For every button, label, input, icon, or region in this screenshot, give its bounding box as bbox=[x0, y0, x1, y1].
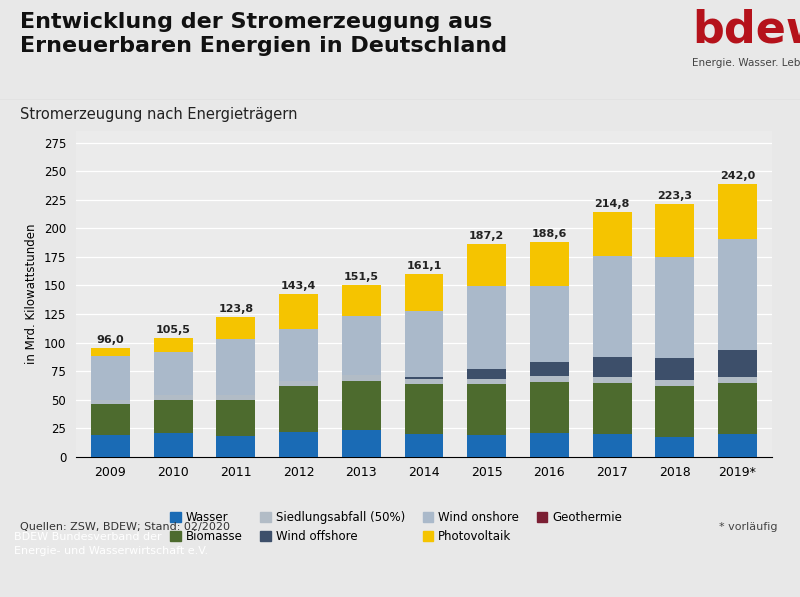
Bar bbox=[154, 395, 193, 400]
Bar bbox=[342, 375, 381, 380]
Bar bbox=[279, 432, 318, 457]
Text: 151,5: 151,5 bbox=[344, 272, 378, 282]
Bar bbox=[655, 437, 694, 457]
Bar bbox=[467, 285, 506, 370]
Bar bbox=[530, 376, 569, 382]
Bar bbox=[718, 184, 757, 239]
Bar bbox=[217, 339, 255, 395]
Bar bbox=[342, 380, 381, 429]
Bar bbox=[91, 435, 130, 457]
Bar bbox=[154, 338, 193, 352]
Bar bbox=[405, 312, 443, 377]
Bar bbox=[342, 316, 381, 375]
Bar bbox=[593, 356, 631, 377]
Y-axis label: in Mrd. Kilowattstunden: in Mrd. Kilowattstunden bbox=[26, 224, 38, 364]
Bar bbox=[593, 212, 631, 257]
Bar bbox=[154, 352, 193, 395]
Bar bbox=[718, 377, 757, 383]
Text: Energie. Wasser. Leben.: Energie. Wasser. Leben. bbox=[692, 58, 800, 68]
Text: 143,4: 143,4 bbox=[281, 281, 316, 291]
Text: bdew: bdew bbox=[692, 8, 800, 51]
Text: 161,1: 161,1 bbox=[406, 261, 442, 271]
Bar bbox=[530, 362, 569, 376]
Text: Stromerzeugung nach Energieträgern: Stromerzeugung nach Energieträgern bbox=[20, 107, 298, 122]
Bar bbox=[655, 358, 694, 380]
Bar bbox=[530, 286, 569, 362]
Bar bbox=[91, 404, 130, 435]
Bar bbox=[154, 433, 193, 457]
Bar bbox=[217, 436, 255, 457]
Bar bbox=[405, 435, 443, 457]
Bar bbox=[593, 377, 631, 383]
Text: 105,5: 105,5 bbox=[156, 325, 190, 335]
Text: Quellen: ZSW, BDEW; Stand: 02/2020: Quellen: ZSW, BDEW; Stand: 02/2020 bbox=[20, 522, 230, 532]
Legend: Wasser, Biomasse, Siedlungsabfall (50%), Wind offshore, Wind onshore, Photovolta: Wasser, Biomasse, Siedlungsabfall (50%),… bbox=[166, 506, 626, 548]
Bar bbox=[91, 355, 130, 399]
Bar bbox=[467, 370, 506, 379]
Bar bbox=[91, 348, 130, 355]
Text: * vorläufig: * vorläufig bbox=[719, 522, 778, 532]
Bar bbox=[91, 399, 130, 404]
Text: 187,2: 187,2 bbox=[469, 231, 504, 241]
Bar bbox=[154, 400, 193, 433]
Bar bbox=[405, 378, 443, 384]
Bar bbox=[718, 239, 757, 350]
Bar bbox=[718, 434, 757, 457]
Bar bbox=[530, 433, 569, 457]
Text: 223,3: 223,3 bbox=[658, 192, 692, 201]
Bar bbox=[405, 384, 443, 435]
Bar bbox=[405, 273, 443, 312]
Bar bbox=[467, 379, 506, 384]
Bar bbox=[593, 383, 631, 433]
Bar bbox=[279, 381, 318, 386]
Bar bbox=[718, 350, 757, 377]
Bar bbox=[279, 329, 318, 381]
Bar bbox=[342, 285, 381, 316]
Bar bbox=[655, 386, 694, 437]
Bar bbox=[217, 400, 255, 436]
Text: Entwicklung der Stromerzeugung aus
Erneuerbaren Energien in Deutschland: Entwicklung der Stromerzeugung aus Erneu… bbox=[20, 12, 507, 56]
Text: BDEW Bundesverband der
Energie- und Wasserwirtschaft e.V.: BDEW Bundesverband der Energie- und Wass… bbox=[14, 532, 209, 556]
Text: 96,0: 96,0 bbox=[97, 335, 124, 345]
Bar bbox=[718, 383, 757, 434]
Bar bbox=[217, 316, 255, 339]
Bar bbox=[530, 242, 569, 286]
Bar bbox=[342, 429, 381, 457]
Bar bbox=[467, 244, 506, 285]
Bar bbox=[530, 382, 569, 433]
Bar bbox=[405, 377, 443, 378]
Bar bbox=[593, 257, 631, 356]
Text: 123,8: 123,8 bbox=[218, 304, 254, 314]
Bar bbox=[217, 395, 255, 400]
Bar bbox=[279, 294, 318, 329]
Text: 242,0: 242,0 bbox=[720, 171, 755, 181]
Text: 188,6: 188,6 bbox=[532, 229, 567, 239]
Bar bbox=[655, 257, 694, 358]
Bar bbox=[593, 433, 631, 457]
Bar bbox=[467, 384, 506, 435]
Bar bbox=[655, 204, 694, 257]
Bar bbox=[467, 435, 506, 457]
Bar bbox=[655, 380, 694, 386]
Text: 214,8: 214,8 bbox=[594, 199, 630, 209]
Bar bbox=[279, 386, 318, 432]
